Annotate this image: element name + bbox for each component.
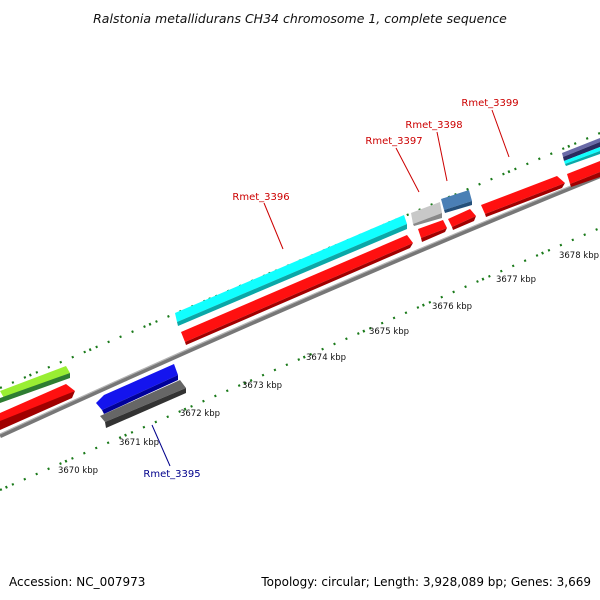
gene-stack-right-partial[interactable]	[562, 138, 600, 166]
kbp-label: 3673 kbp	[242, 381, 282, 391]
kbp-label: 3676 kbp	[432, 302, 472, 312]
kbp-label: 3672 kbp	[180, 409, 220, 419]
gene-rmet-3396[interactable]	[181, 235, 413, 345]
gene-darkgray[interactable]	[100, 380, 186, 428]
gene-rmet-3399[interactable]	[481, 176, 565, 217]
gene-red-small-2[interactable]	[448, 209, 476, 230]
gene-red-small-1[interactable]	[418, 220, 447, 242]
kbp-labels: 3670 kbp 3671 kbp 3672 kbp 3673 kbp 3674 kbp…	[58, 251, 599, 476]
kbp-label: 3670 kbp	[58, 466, 98, 476]
genome-backbone	[0, 173, 600, 439]
gene-label-leaders	[151, 109, 510, 467]
gene-label[interactable]: Rmet_3396	[232, 192, 289, 203]
topology-summary: Topology: circular; Length: 3,928,089 bp…	[260, 575, 591, 589]
kbp-label: 3674 kbp	[306, 353, 346, 363]
gene-rmet-3395[interactable]	[96, 364, 178, 414]
gene-labels: Rmet_3396 Rmet_3397 Rmet_3398 Rmet_3399 Rmet…	[143, 98, 518, 480]
kbp-label: 3678 kbp	[559, 251, 599, 261]
gene-lime-partial[interactable]	[0, 366, 70, 403]
gene-rmet-3398[interactable]	[441, 190, 472, 213]
gene-label[interactable]: Rmet_3397	[365, 136, 422, 147]
gene-label[interactable]: Rmet_3395	[143, 469, 200, 480]
kbp-label: 3677 kbp	[496, 275, 536, 285]
genome-backbone-highlight	[0, 173, 600, 435]
kbp-label: 3671 kbp	[119, 438, 159, 448]
accession-text: Accession: NC_007973	[9, 575, 145, 589]
gene-cyan[interactable]	[175, 215, 407, 326]
gene-red-left[interactable]	[0, 384, 75, 430]
gene-label[interactable]: Rmet_3398	[405, 120, 462, 131]
gene-label[interactable]: Rmet_3399	[461, 98, 518, 109]
gene-red-right-partial[interactable]	[567, 161, 600, 187]
kbp-label: 3675 kbp	[369, 327, 409, 337]
map-title: Ralstonia metallidurans CH34 chromosome …	[93, 11, 507, 26]
gene-rmet-3397[interactable]	[411, 202, 442, 226]
